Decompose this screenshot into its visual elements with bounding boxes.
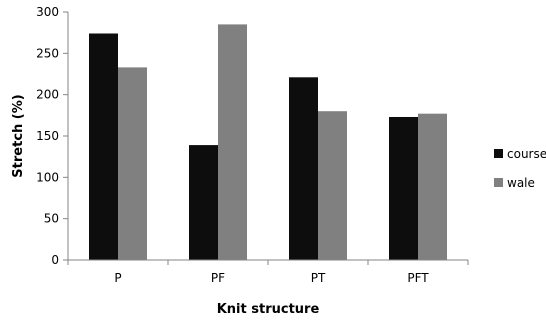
x-tick-label: PF [211, 271, 225, 285]
x-axis-ticks: P PF PT PFT [67, 260, 469, 285]
bar-wale-PT [318, 111, 347, 260]
y-axis-ticks: 0 50 100 150 200 250 300 [36, 5, 68, 267]
legend-swatch-course [494, 149, 503, 158]
bar-course-PFT [389, 116, 418, 260]
legend-label-course: course [507, 147, 546, 161]
y-tick-label: 0 [51, 253, 59, 267]
bar-course-P [89, 33, 118, 260]
y-axis-title: Stretch (%) [11, 94, 26, 177]
x-tick-label: PT [311, 271, 326, 285]
legend-swatch-wale [494, 178, 503, 187]
x-tick-label: P [114, 271, 121, 285]
legend: course wale [494, 147, 546, 190]
y-tick-label: 250 [36, 46, 59, 60]
y-tick-label: 300 [36, 5, 59, 19]
x-axis-title: Knit structure [217, 302, 320, 317]
bar-course-PF [189, 145, 218, 260]
legend-label-wale: wale [507, 176, 535, 190]
bar-wale-PFT [418, 113, 447, 261]
y-tick-label: 150 [36, 129, 59, 143]
y-tick-label: 200 [36, 88, 59, 102]
y-tick-label: 100 [36, 170, 59, 184]
bars [89, 24, 447, 261]
y-tick-label: 50 [44, 212, 59, 226]
bar-wale-P [118, 67, 147, 261]
bar-course-PT [289, 77, 318, 260]
bar-wale-PF [218, 24, 247, 261]
x-tick-label: PFT [407, 271, 429, 285]
